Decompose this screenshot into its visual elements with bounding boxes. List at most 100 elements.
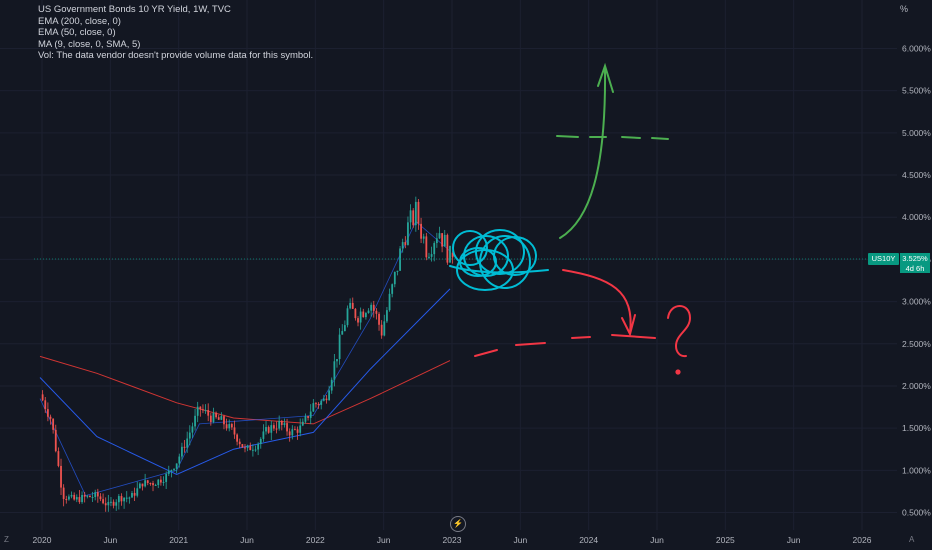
candle-body [191,426,194,433]
candle-body [73,494,76,500]
candle-body [414,201,417,226]
candle-body [338,334,341,360]
candle-body [304,416,307,422]
candle-body [241,444,244,448]
legend-ma9[interactable]: MA (9, close, 0, SMA, 5) [38,38,141,50]
candle-body [333,361,336,380]
left-corner-button[interactable]: Z [4,535,9,544]
y-axis-ticks: 6.000%5.500%5.000%4.500%4.000%3.500%3.00… [902,44,931,518]
candle-body [251,449,254,451]
candle-body [133,493,136,496]
legend-volume: Vol: The data vendor doesn't provide vol… [38,50,314,62]
auto-scale-button[interactable]: A [909,535,915,544]
candle-body [175,463,178,469]
series-line-1 [39,288,451,476]
candle-body [52,418,55,430]
candle-body [220,416,223,420]
legend-title[interactable]: US Government Bonds 10 YR Yield, 1W, TVC [38,4,231,15]
candle-body [301,421,304,426]
candle-body [265,427,267,432]
candle-body [152,483,154,486]
candle-body [449,245,451,263]
candle-body [401,242,404,249]
candle-body [357,318,359,323]
candle-body [451,252,454,258]
candle-body [157,479,160,486]
candle-body [62,487,65,500]
candle-body [123,497,126,502]
candle-body [167,470,170,474]
candle-body [291,429,294,436]
candle-body [144,480,147,487]
candle-body [207,410,210,416]
candle-body [162,481,165,483]
x-tick-label: Jun [787,535,801,545]
bar-countdown: 4d 6h [905,263,925,273]
lightning-icon[interactable]: ⚡ [450,516,466,532]
y-tick-label: 4.000% [902,212,931,222]
candle-body [343,325,346,332]
candle-body [428,256,430,258]
candle-body [404,242,407,245]
candle-body [362,311,365,318]
candle-body [393,271,396,285]
candle-body [288,431,291,436]
y-tick-label: 1.500% [902,423,931,433]
candle-body [254,449,257,451]
candle-body [422,236,425,239]
candle-body [236,434,239,442]
candle-body [83,494,86,497]
candle-body [186,438,189,448]
candle-body [262,431,265,439]
candle-body [438,233,441,239]
x-axis-ticks: 2020 Jun 2021 Jun 2022 Jun 2023 Jun 2024 Jun 2025 J… [33,535,872,545]
candle-body [99,496,102,500]
candle-body [283,423,286,425]
candle-body [441,233,444,247]
candle-body [359,311,362,323]
grid [0,0,897,530]
candle-body [351,302,354,309]
candle-body [181,446,183,457]
candle-body [435,238,438,244]
x-tick-label: Jun [513,535,527,545]
symbol-badge: US10Y [868,253,899,265]
candle-body [141,483,144,487]
candle-body [104,503,107,506]
candle-body [70,494,73,497]
candle-body [346,308,349,326]
candle-body [443,234,446,247]
candle-body [322,398,325,401]
candle-body [107,501,110,506]
x-tick-label: 2024 [579,535,598,545]
candle-body [54,429,57,452]
candle-body [325,398,328,401]
candle-body [270,425,273,433]
candle-body [112,501,115,506]
y-tick-label: 5.500% [902,86,931,96]
candle-body [380,324,383,336]
candle-body [212,412,215,423]
legend-ema50[interactable]: EMA (50, close, 0) [38,27,116,39]
candle-body [246,445,249,449]
candle-body [159,479,162,483]
candle-body [149,483,152,485]
candle-body [378,313,380,325]
candle-body [125,497,128,499]
candle-body [409,210,412,223]
legend-ema200[interactable]: EMA (200, close, 0) [38,15,121,27]
x-tick-label: Jun [103,535,117,545]
x-tick-label: 2025 [716,535,735,545]
y-tick-label: 1.000% [902,465,931,475]
x-tick-label: 2021 [169,535,188,545]
candle-body [223,416,225,425]
candle-body [433,243,436,255]
last-price-label: 3.525% [902,254,928,263]
candle-body [225,424,228,429]
candle-body [202,409,204,411]
candle-body [399,248,401,271]
candle-body [286,423,288,432]
candle-body [294,429,296,431]
candle-body [275,428,278,430]
